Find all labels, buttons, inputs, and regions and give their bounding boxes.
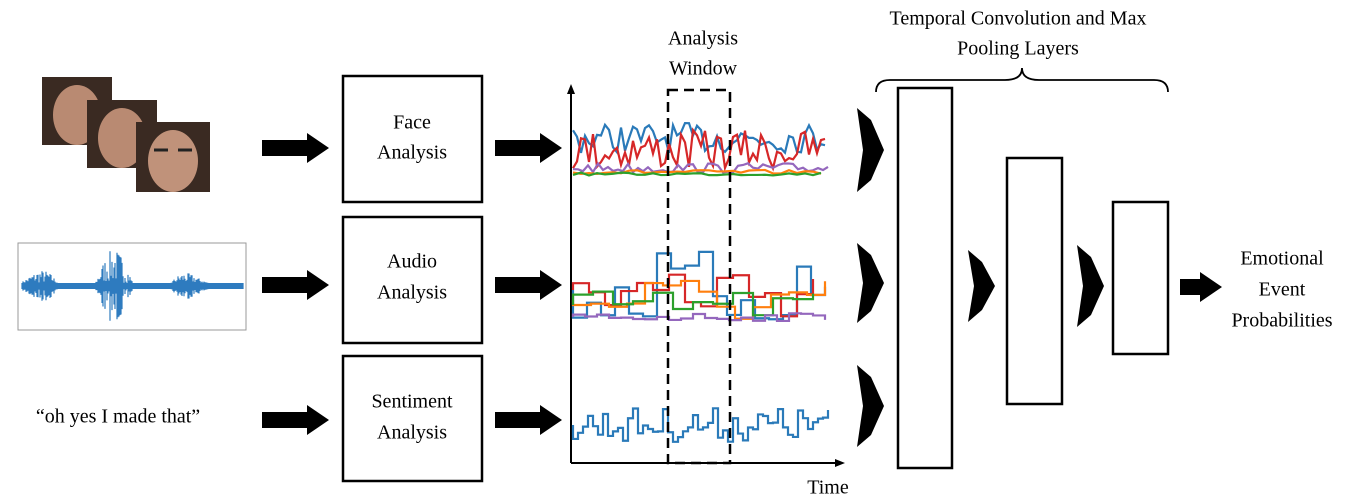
- window-label: Analysis: [668, 28, 738, 50]
- quote: “oh yes I made that”: [36, 406, 200, 428]
- signal-trace: [572, 127, 826, 173]
- output-label: Emotional: [1240, 248, 1324, 270]
- output-label: Event: [1259, 279, 1306, 301]
- face: [148, 130, 198, 192]
- block-arrow: [1180, 272, 1222, 302]
- block-arrow: [262, 270, 329, 300]
- signal-trace: [571, 407, 830, 443]
- signal-trace: [571, 312, 827, 323]
- chevron-arrow: [857, 365, 884, 447]
- analysis-window: [666, 88, 732, 465]
- face-frames: [42, 77, 210, 192]
- module-label: Analysis: [377, 422, 447, 444]
- layer-box: [896, 86, 954, 470]
- brace: [875, 67, 1169, 93]
- output-label: Probabilities: [1231, 310, 1332, 332]
- signal-trace: [571, 290, 815, 317]
- chevron-arrow: [857, 108, 884, 192]
- layer-box: [1111, 200, 1170, 356]
- x-axis-label: Time: [807, 477, 849, 499]
- layers-title: Temporal Convolution and Max: [890, 8, 1147, 30]
- module-box: [341, 215, 484, 345]
- signal-trace: [571, 279, 827, 320]
- signal-trace: [572, 171, 822, 177]
- window-label: Window: [669, 58, 738, 80]
- axis-head: [835, 459, 845, 467]
- block-arrow: [262, 405, 329, 435]
- module-label: Analysis: [377, 142, 447, 164]
- chevron-arrow: [968, 250, 995, 322]
- block-arrow: [262, 133, 329, 163]
- chevron-arrow: [1077, 245, 1104, 327]
- module-label: Analysis: [377, 282, 447, 304]
- waveform-frame: [17, 242, 247, 331]
- waveform: [21, 251, 244, 321]
- plot-axes: [567, 84, 845, 467]
- block-arrow: [495, 133, 562, 163]
- layer-box: [1005, 156, 1064, 406]
- block-arrow: [495, 270, 562, 300]
- module-label: Sentiment: [371, 391, 453, 413]
- arrows: [262, 108, 1222, 447]
- signals: [571, 121, 830, 443]
- block-arrow: [495, 405, 562, 435]
- module-box: [341, 74, 484, 204]
- face: [98, 108, 146, 168]
- axis-head: [567, 84, 575, 94]
- module-label: Audio: [387, 251, 437, 273]
- module-label: Face: [393, 112, 431, 134]
- waveform-plot: [17, 242, 247, 331]
- layers-title: Pooling Layers: [957, 38, 1079, 60]
- chevron-arrow: [857, 243, 884, 323]
- module-box: [341, 354, 484, 483]
